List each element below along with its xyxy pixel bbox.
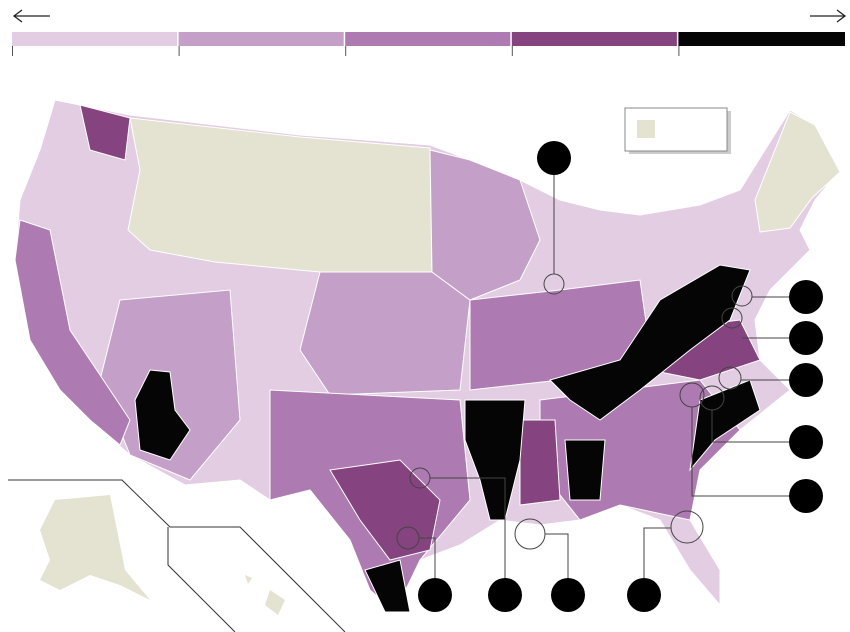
callout-dot: [551, 578, 585, 612]
us-map: [14, 99, 841, 613]
callout-dot: [789, 280, 823, 314]
callout-dot: [789, 363, 823, 397]
legend-swatch: [678, 32, 845, 46]
northern-plains: [127, 117, 433, 273]
callout-line: [711, 410, 790, 443]
inset-frame: [8, 479, 346, 632]
nevada-region: [134, 369, 191, 461]
mississippi-region: [519, 419, 561, 506]
callout-dot: [789, 321, 823, 355]
callout-dot: [418, 578, 452, 612]
scale-arrows: [12, 9, 847, 23]
callout-ring: [718, 366, 742, 390]
no-data-key: [624, 107, 731, 154]
plains-region: [299, 271, 471, 396]
callout-line: [545, 533, 569, 578]
california-coast: [14, 219, 131, 446]
legend-swatch: [511, 32, 677, 46]
callout-ring: [731, 285, 753, 307]
new-england: [754, 111, 841, 233]
callout-dot: [488, 578, 522, 612]
legend: [12, 32, 845, 56]
legend-swatch: [345, 32, 511, 46]
callout-ring: [721, 307, 743, 329]
callout-dot: [789, 425, 823, 459]
callout-dot: [789, 479, 823, 513]
legend-swatch: [178, 32, 344, 46]
callout-ring: [670, 510, 704, 544]
callout-line: [419, 537, 436, 578]
key-swatch: [637, 120, 655, 138]
arkansas-region: [464, 399, 526, 521]
washington-region: [79, 104, 131, 161]
callouts: [396, 141, 823, 612]
south-texas-region: [364, 559, 411, 613]
legend-swatch: [12, 32, 178, 46]
insets: [8, 479, 346, 632]
left-arrow: [12, 9, 50, 23]
upper-midwest: [429, 149, 541, 301]
appalachia-region: [549, 264, 751, 421]
alabama-region: [564, 439, 606, 501]
callout-line: [430, 477, 506, 578]
hawaii: [245, 575, 285, 615]
alaska: [40, 495, 150, 600]
callout-dot: [537, 141, 571, 175]
callout-dot: [627, 578, 661, 612]
callout-line: [691, 407, 790, 497]
callout-line: [643, 527, 671, 578]
right-arrow: [810, 9, 847, 23]
